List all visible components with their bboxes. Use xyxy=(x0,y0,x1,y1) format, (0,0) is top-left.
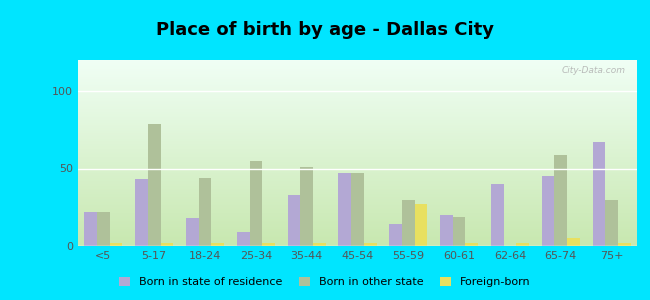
Bar xyxy=(491,184,504,246)
Bar xyxy=(262,243,275,246)
Bar xyxy=(465,243,478,246)
Text: Place of birth by age - Dallas City: Place of birth by age - Dallas City xyxy=(156,21,494,39)
Bar xyxy=(250,161,262,246)
Bar xyxy=(567,238,580,246)
Bar xyxy=(339,173,351,246)
Text: City-Data.com: City-Data.com xyxy=(562,66,626,75)
Bar xyxy=(618,243,630,246)
Bar xyxy=(440,215,453,246)
Bar xyxy=(554,154,567,246)
Bar xyxy=(84,212,97,246)
Bar xyxy=(211,243,224,246)
Bar xyxy=(593,142,605,246)
Bar xyxy=(402,200,415,246)
Bar xyxy=(351,173,364,246)
Bar xyxy=(287,195,300,246)
Bar xyxy=(161,243,174,246)
Bar xyxy=(97,212,110,246)
Bar xyxy=(389,224,402,246)
Bar xyxy=(186,218,199,246)
Bar xyxy=(364,243,376,246)
Bar xyxy=(453,217,465,246)
Bar xyxy=(110,243,122,246)
Bar xyxy=(237,232,250,246)
Bar xyxy=(541,176,554,246)
Bar xyxy=(605,200,618,246)
Bar xyxy=(199,178,211,246)
Bar xyxy=(300,167,313,246)
Bar xyxy=(516,243,529,246)
Bar xyxy=(148,124,161,246)
Bar xyxy=(135,179,148,246)
Legend: Born in state of residence, Born in other state, Foreign-born: Born in state of residence, Born in othe… xyxy=(114,272,536,291)
Bar xyxy=(415,204,427,246)
Bar xyxy=(313,243,326,246)
